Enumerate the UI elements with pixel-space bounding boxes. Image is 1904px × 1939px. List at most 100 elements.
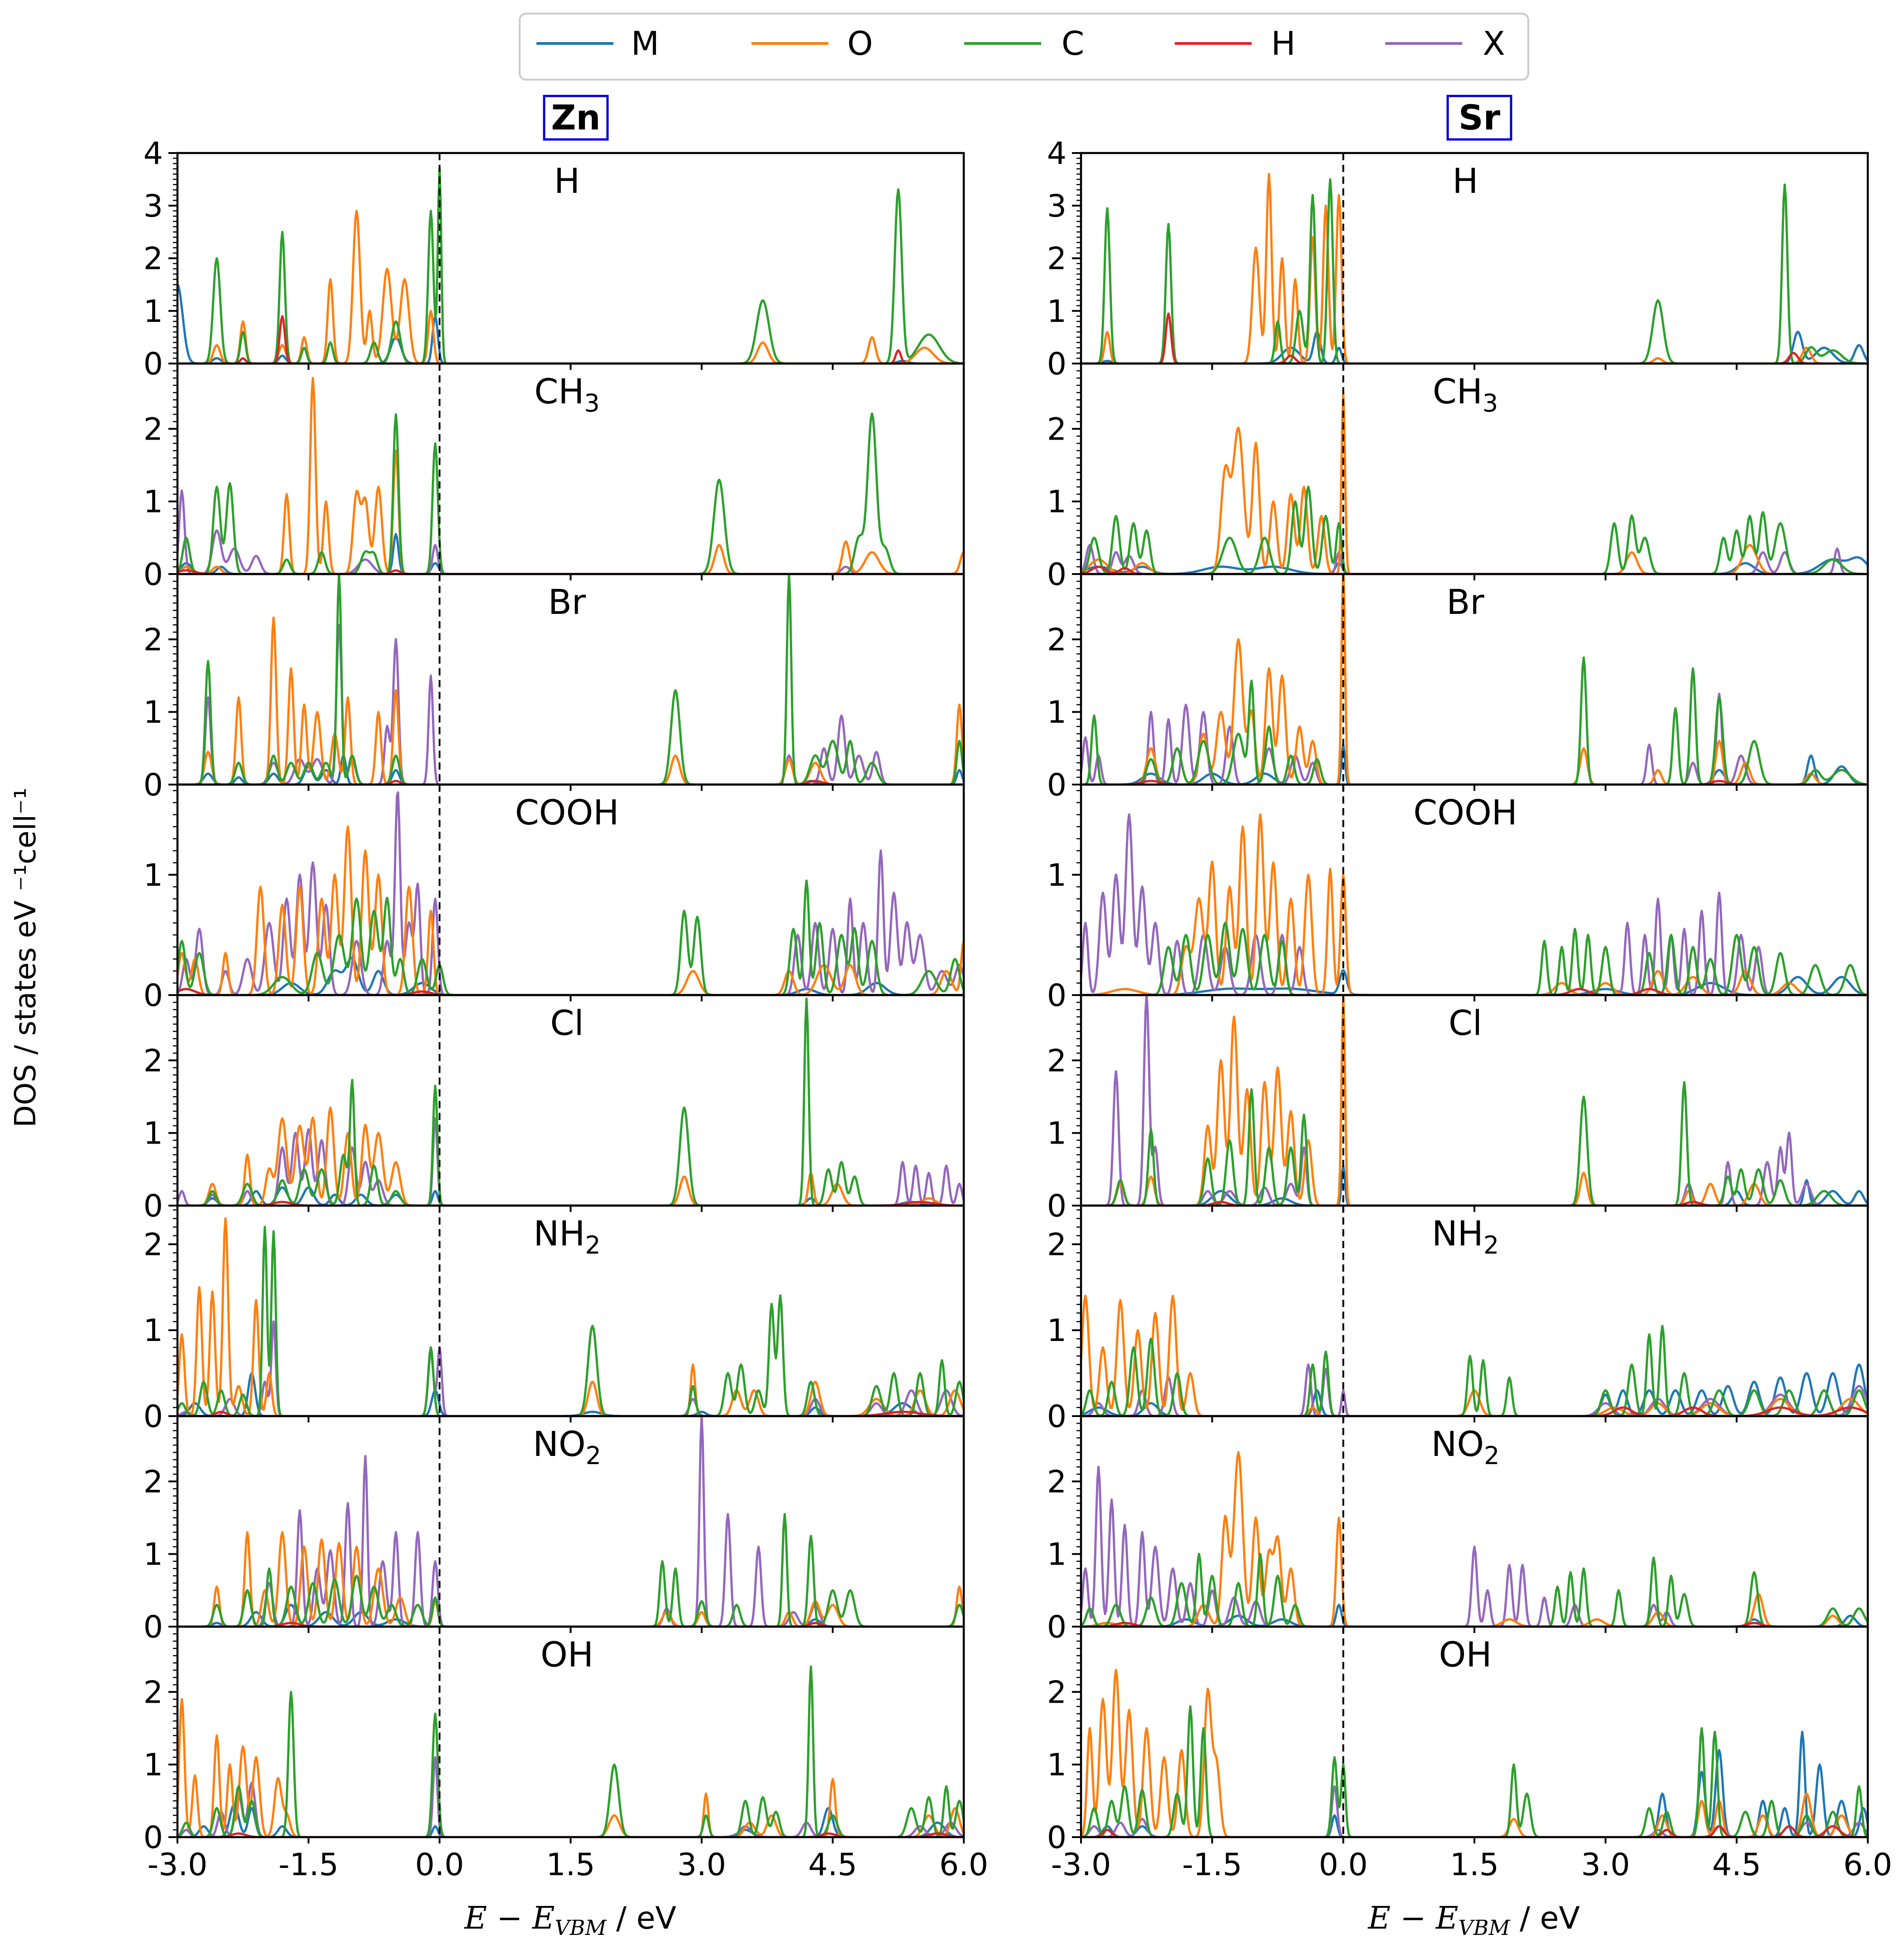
row-label-main: Br [548, 582, 586, 622]
x-axis-label-subscript: VBM [555, 1915, 607, 1939]
y-tick-label: 4 [144, 136, 163, 172]
row-label-main: NH [533, 1213, 585, 1254]
y-tick-label: 1 [1047, 1116, 1067, 1152]
x-tick-label: 0.0 [1319, 1847, 1368, 1883]
row-label-subscript: 2 [1484, 1441, 1499, 1470]
x-tick-label: -1.5 [1182, 1847, 1242, 1883]
legend-label: O [847, 24, 873, 62]
series-x-line [1081, 813, 1868, 995]
x-axis-label-math: E − E [464, 1901, 555, 1936]
series-h-line [1081, 1201, 1868, 1206]
x-tick-label: 4.5 [1712, 1847, 1761, 1883]
row-label-main: H [554, 161, 580, 201]
y-tick-label: 2 [144, 622, 163, 658]
row-label-main: Cl [550, 1003, 584, 1043]
y-tick-label: 0 [144, 978, 163, 1014]
y-tick-label: 2 [144, 241, 163, 277]
column-title-sr: Sr [1446, 95, 1512, 141]
y-tick-label: 1 [144, 1313, 163, 1349]
series-o-line [177, 1531, 964, 1627]
series-group [177, 167, 964, 364]
panel-sr-oh: 0 1 2 -3.0 -1.5 0.0 1.5 3.0 4.5 6.0 OH [1047, 1625, 1892, 1883]
series-o-line [1081, 813, 1868, 995]
y-tick-label: 2 [144, 1227, 163, 1263]
y-tick-label: 0 [1047, 1188, 1067, 1224]
x-axis-label-math: E − E [1367, 1901, 1458, 1936]
row-label: OH [541, 1634, 593, 1675]
row-label-main: CH [534, 371, 584, 412]
row-label: COOH [1413, 792, 1517, 833]
series-x-line [177, 791, 964, 995]
series-x-line [1081, 693, 1868, 785]
x-axis-label-left: E − EVBM / eV [464, 1901, 676, 1939]
series-c-line [177, 879, 964, 995]
y-tick-label: 0 [1047, 1609, 1067, 1645]
y-tick-label: 0 [1047, 1399, 1067, 1435]
y-tick-label: 0 [144, 1188, 163, 1224]
series-c-line [177, 997, 964, 1206]
row-label-subscript: 3 [1483, 389, 1498, 417]
y-tick-label: 0 [144, 346, 163, 382]
x-tick-label: -1.5 [278, 1847, 339, 1883]
panel-zn-cooh: 0 1 COOH [144, 783, 965, 1014]
series-c-line [1081, 1553, 1868, 1627]
series-x-line [1081, 1465, 1868, 1627]
axis-labels: DOS / states eV ⁻¹cell⁻¹ E − EVBM / eV E… [9, 788, 1580, 1939]
row-label-main: NH [1432, 1213, 1483, 1254]
y-tick-label: 1 [144, 695, 163, 731]
legend-label: X [1483, 24, 1505, 62]
y-tick-label: 3 [1047, 188, 1067, 224]
y-tick-label: 1 [1047, 695, 1067, 731]
x-tick-label: -3.0 [148, 1847, 208, 1883]
y-tick-label: 0 [144, 1820, 163, 1856]
series-group [1081, 813, 1868, 995]
row-label: H [1452, 161, 1478, 201]
legend-entry-o: O [751, 24, 873, 62]
row-label-main: NO [1431, 1424, 1484, 1464]
y-tick-label: 1 [1047, 1537, 1067, 1573]
series-c-line [1081, 1081, 1868, 1206]
y-tick-label: 1 [1047, 857, 1067, 893]
legend-entry-c: C [964, 24, 1084, 62]
legend-frame [519, 13, 1529, 81]
row-label: Cl [550, 1003, 584, 1043]
series-c-line [177, 1513, 964, 1627]
y-tick-label: 1 [1047, 294, 1067, 330]
y-axis-label: DOS / states eV ⁻¹cell⁻¹ [9, 788, 43, 1128]
x-tick-label: 1.5 [546, 1847, 595, 1883]
y-tick-label: 0 [1047, 1820, 1067, 1856]
y-tick-label: 1 [144, 857, 163, 893]
row-label-main: COOH [515, 792, 619, 833]
series-c-line [1081, 922, 1868, 995]
series-x-line [177, 1416, 964, 1627]
row-label: CH3 [1433, 371, 1498, 417]
series-m-line [1081, 1363, 1868, 1416]
y-tick-label: 1 [144, 484, 163, 520]
row-label: COOH [515, 792, 619, 833]
y-tick-label: 0 [144, 1609, 163, 1645]
column-title-text: Sr [1459, 97, 1501, 138]
series-x-line [177, 1117, 964, 1206]
y-tick-label: 2 [1047, 1043, 1067, 1079]
series-c-line [177, 1665, 964, 1837]
svg-text:E − EVBM / eV: E − EVBM / eV [464, 1901, 676, 1939]
x-tick-label: 4.5 [808, 1847, 857, 1883]
legend-entry-m: M [536, 24, 659, 62]
y-tick-label: 1 [144, 1747, 163, 1783]
y-tick-label: 2 [144, 1043, 163, 1079]
row-label: H [554, 161, 580, 201]
y-tick-label: 1 [144, 1537, 163, 1573]
x-tick-label: 0.0 [415, 1847, 464, 1883]
row-label-subscript: 2 [1483, 1231, 1499, 1259]
panels: Zn Sr01234H01234H012CH3012CH3012Br012Br01… [144, 95, 1892, 1883]
y-tick-label: 2 [144, 1464, 163, 1500]
row-label: CH3 [534, 371, 600, 417]
y-tick-label: 2 [1047, 1464, 1067, 1500]
y-tick-label: 2 [1047, 412, 1067, 447]
panel-zn-h: 0 1 2 3 4 H [144, 136, 965, 382]
x-axis-label-unit: / eV [607, 1901, 677, 1936]
row-label-main: Br [1446, 582, 1484, 622]
svg-text:E − EVBM / eV: E − EVBM / eV [1367, 1901, 1580, 1939]
